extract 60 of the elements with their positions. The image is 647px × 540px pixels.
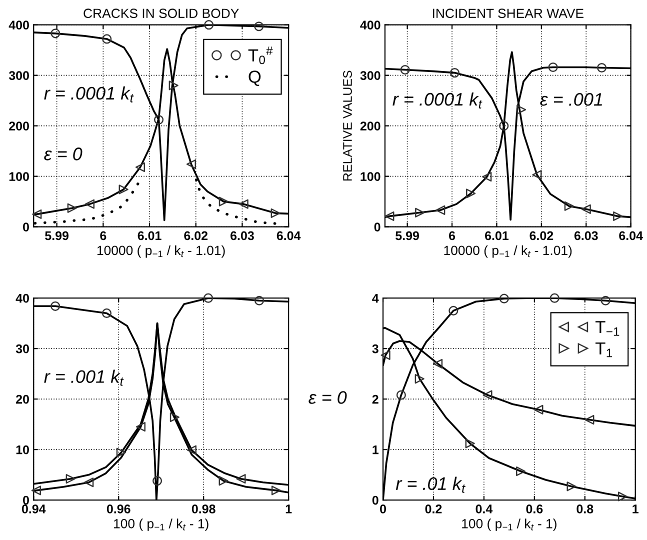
y-tick-label: 20 — [16, 394, 29, 404]
y-tick-label: 400 — [360, 20, 380, 30]
y-tick-label: 300 — [8, 71, 29, 80]
x-tick-label: 0.94 — [22, 504, 46, 514]
x-tick-label: 0.96 — [106, 504, 130, 514]
y-tick-label: 0 — [372, 496, 378, 505]
chart-title: CRACKS IN SOLID BODY — [84, 8, 239, 18]
x-tick-label: 1 — [286, 504, 292, 514]
x-tick-label: 6.04 — [276, 231, 301, 240]
y-tick-label: 1 — [372, 445, 379, 454]
legend-label: Q — [248, 70, 261, 86]
annotation: r = .001 k$_{t}$ — [44, 370, 124, 386]
x-axis-title: 100 ( p$_{−1}$ / k$_{t}$ - 1) — [114, 518, 208, 531]
x-tick-label: 0.8 — [576, 504, 594, 514]
y-tick-label: 2 — [372, 394, 378, 404]
annotation: ε = .001 — [540, 93, 602, 106]
x-tick-label: 6 — [449, 231, 456, 240]
x-axis-title: 100 ( p$_{−1}$ / k$_{t}$ - 1) — [462, 518, 556, 531]
y-tick-label: 200 — [360, 122, 380, 130]
x-tick-label: 0.98 — [192, 504, 216, 514]
chart-title: INCIDENT SHEAR WAVE — [432, 8, 584, 18]
x-axis-title: 10000 ( p$_{−1}$ / k$_{t}$ - 1.01) — [97, 245, 225, 258]
y-tick-label: 200 — [9, 122, 29, 130]
y-tick-label: 0 — [23, 496, 29, 505]
y-axis-title: RELATIVE VALUES — [343, 70, 352, 180]
y-tick-label: 10 — [16, 445, 29, 454]
y-tick-label: 4 — [372, 294, 379, 303]
y-tick-label: 100 — [9, 172, 29, 181]
y-tick-label: 30 — [16, 344, 29, 354]
x-tick-label: 6.02 — [184, 231, 208, 240]
legend-label: T$_{−1}$ — [596, 321, 620, 336]
x-tick-label: 0.2 — [425, 504, 442, 514]
x-tick-label: 0.6 — [526, 504, 543, 514]
x-axis-title: 10000 ( p$_{−1}$ / k$_{t}$ - 1.01) — [444, 245, 572, 258]
annotation: r = .0001 k$_{t}$ — [44, 86, 134, 102]
legend-label: T$_{1}$ — [596, 342, 612, 358]
annotation: r = .01 k$_{t}$ — [396, 476, 466, 493]
x-tick-label: 1 — [632, 504, 638, 514]
x-tick-label: 0 — [380, 504, 386, 514]
y-axis-title: ε = 0 — [308, 391, 347, 404]
annotation: ε = 0 — [44, 148, 82, 160]
x-tick-label: 6 — [100, 231, 106, 240]
y-tick-label: 100 — [360, 172, 380, 181]
y-tick-label: 0 — [374, 222, 380, 232]
y-tick-label: 300 — [360, 71, 380, 80]
y-tick-label: 400 — [8, 20, 29, 30]
legend-label: T$_{0}$$^{#}$ — [248, 46, 273, 64]
annotation: r = .0001 k$_{t}$ — [392, 92, 482, 109]
x-tick-label: 6.01 — [138, 231, 162, 240]
x-tick-label: 6.04 — [619, 231, 643, 240]
x-tick-label: 0.4 — [476, 504, 493, 514]
x-tick-label: 6.01 — [485, 231, 509, 240]
x-tick-label: 6.03 — [230, 231, 254, 240]
x-tick-label: 5.99 — [45, 231, 69, 240]
x-tick-label: 6.02 — [530, 231, 554, 240]
y-tick-label: 0 — [23, 222, 29, 232]
y-tick-label: 40 — [16, 294, 29, 303]
x-tick-label: 6.03 — [574, 231, 598, 240]
x-tick-label: 5.99 — [396, 231, 420, 240]
y-tick-label: 3 — [372, 344, 378, 354]
